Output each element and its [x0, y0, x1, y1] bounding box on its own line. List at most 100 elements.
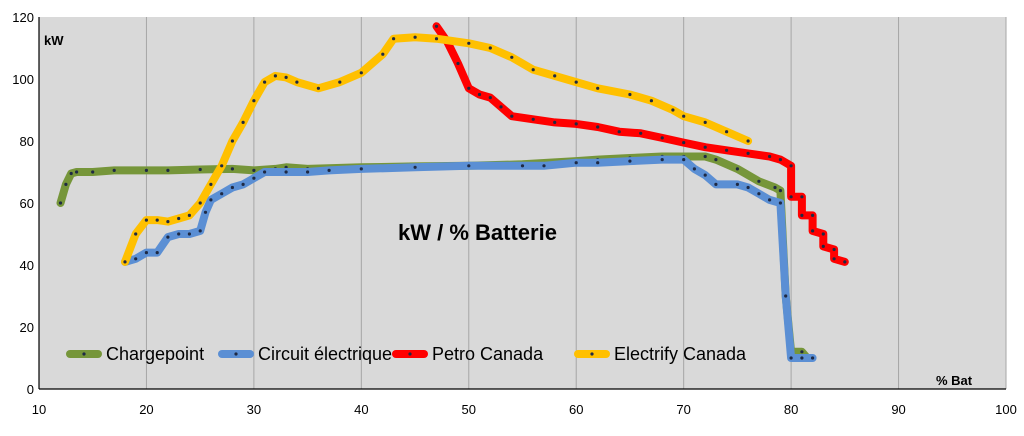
data-point: [703, 154, 707, 159]
data-point: [682, 141, 686, 145]
data-point: [112, 168, 116, 172]
data-point: [746, 139, 750, 143]
data-point: [144, 218, 148, 222]
data-point: [531, 117, 535, 121]
data-point: [789, 356, 793, 360]
x-tick-label: 20: [139, 402, 153, 417]
legend-item: Chargepoint: [66, 344, 204, 364]
data-point: [187, 232, 191, 236]
data-point: [220, 192, 224, 196]
legend-label: Petro Canada: [432, 344, 544, 364]
data-point: [768, 154, 772, 159]
data-point: [230, 139, 234, 143]
legend: Chargepoint Circuit électrique Petro Canad…: [66, 344, 747, 364]
x-tick-label: 50: [462, 402, 476, 417]
x-tick-label: 70: [676, 402, 690, 417]
data-point: [682, 114, 686, 118]
x-tick-label: 100: [995, 402, 1017, 417]
legend-item: Electrify Canada: [574, 344, 747, 364]
data-point: [155, 218, 159, 222]
legend-item: Petro Canada: [392, 344, 544, 364]
data-point: [413, 165, 417, 169]
data-point: [64, 182, 68, 186]
data-point: [456, 61, 460, 66]
data-point: [252, 176, 256, 180]
legend-marker: [590, 352, 594, 356]
data-point: [413, 35, 417, 39]
data-point: [778, 158, 783, 162]
data-point: [746, 185, 750, 190]
x-tick-label: 60: [569, 402, 583, 417]
data-point: [166, 220, 170, 224]
legend-label: Circuit électrique: [258, 344, 392, 364]
data-point: [91, 170, 95, 174]
data-point: [832, 247, 836, 252]
data-point: [467, 164, 471, 168]
series-line: [432, 22, 849, 266]
data-point: [714, 182, 718, 186]
x-tick-label: 30: [247, 402, 261, 417]
data-point: [284, 170, 288, 174]
data-point: [811, 213, 815, 217]
data-point: [784, 294, 788, 298]
data-point: [714, 158, 718, 162]
data-point: [725, 148, 729, 152]
data-point: [155, 251, 159, 255]
series-line: [121, 33, 753, 266]
data-point: [252, 99, 256, 103]
data-point: [778, 201, 783, 205]
data-point: [434, 37, 439, 41]
data-point: [768, 198, 772, 202]
data-point: [134, 257, 138, 261]
legend-item: Circuit électrique: [218, 344, 392, 364]
data-point: [434, 24, 439, 28]
data-point: [338, 80, 342, 84]
data-point: [499, 105, 503, 109]
x-axis-unit-label: % Bat: [936, 373, 973, 388]
data-point: [166, 168, 170, 172]
data-point: [144, 168, 148, 172]
data-point: [811, 356, 815, 360]
data-point: [187, 213, 191, 217]
data-point: [327, 168, 331, 172]
legend-label: Electrify Canada: [614, 344, 747, 364]
legend-marker: [234, 352, 238, 356]
data-point: [703, 145, 707, 149]
y-tick-label: 0: [27, 382, 34, 397]
y-tick-label: 60: [20, 196, 34, 211]
y-tick-label: 100: [12, 72, 34, 87]
data-point: [295, 80, 299, 84]
data-point: [241, 120, 245, 124]
data-point: [671, 108, 675, 112]
legend-marker: [82, 352, 86, 356]
data-point: [553, 120, 557, 124]
data-point: [735, 167, 740, 171]
data-point: [488, 96, 492, 100]
data-point: [209, 182, 213, 186]
y-tick-label: 20: [20, 320, 34, 335]
data-point: [177, 232, 181, 236]
data-point: [800, 350, 804, 354]
data-point: [596, 161, 600, 165]
data-point: [467, 86, 471, 90]
data-point: [531, 68, 535, 72]
data-point: [574, 161, 578, 165]
data-point: [692, 167, 697, 171]
data-point: [725, 130, 729, 134]
data-point: [746, 151, 750, 155]
data-point: [316, 86, 320, 90]
data-point: [284, 75, 288, 79]
data-point: [123, 260, 127, 264]
data-point: [735, 182, 740, 186]
data-point: [773, 185, 777, 190]
axes: [38, 17, 1006, 390]
y-tick-label: 40: [20, 258, 34, 273]
data-point: [811, 229, 815, 233]
data-point: [660, 158, 664, 162]
data-point: [778, 189, 783, 193]
data-point: [510, 114, 514, 118]
data-point: [359, 167, 363, 171]
data-point: [703, 120, 707, 124]
data-point: [381, 52, 385, 56]
